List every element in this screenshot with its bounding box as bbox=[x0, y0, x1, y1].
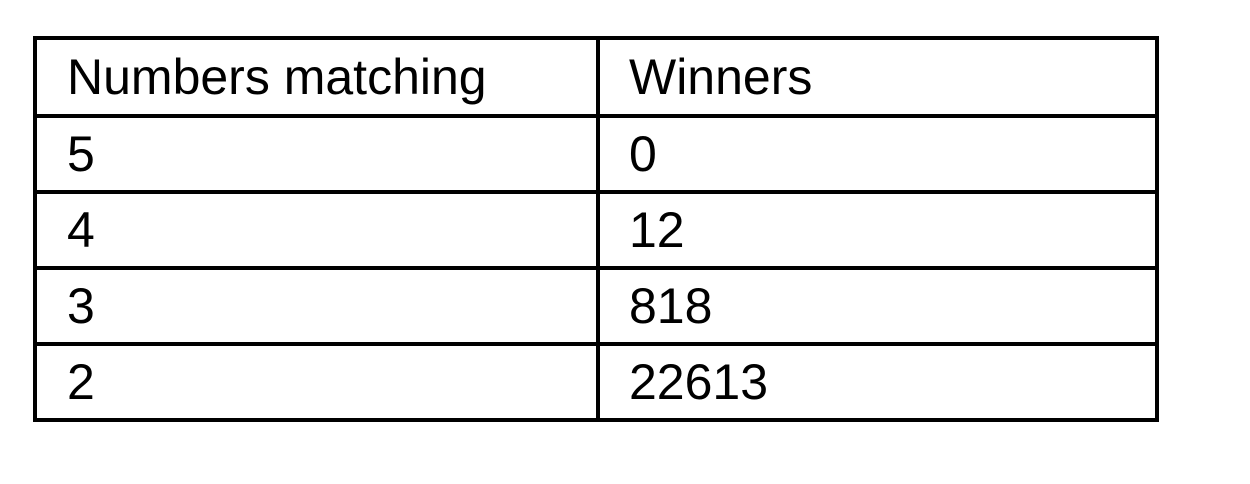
numbers-matching-cell: 5 bbox=[33, 114, 600, 194]
table-row: 5 0 bbox=[33, 114, 1159, 194]
table-row: 3 818 bbox=[33, 266, 1159, 346]
numbers-matching-cell: 3 bbox=[33, 266, 600, 346]
winners-cell: 12 bbox=[596, 190, 1159, 270]
column-header-numbers-matching: Numbers matching bbox=[33, 36, 600, 118]
numbers-matching-cell: 4 bbox=[33, 190, 600, 270]
winners-cell: 22613 bbox=[596, 342, 1159, 422]
table-row: 4 12 bbox=[33, 190, 1159, 270]
winners-cell: 818 bbox=[596, 266, 1159, 346]
column-header-winners: Winners bbox=[596, 36, 1159, 118]
numbers-matching-cell: 2 bbox=[33, 342, 600, 422]
winners-table-container: Numbers matching Winners 5 0 4 12 3 818 … bbox=[33, 36, 1159, 422]
table-header-row: Numbers matching Winners bbox=[33, 36, 1159, 118]
winners-table: Numbers matching Winners 5 0 4 12 3 818 … bbox=[33, 36, 1159, 422]
winners-cell: 0 bbox=[596, 114, 1159, 194]
table-row: 2 22613 bbox=[33, 342, 1159, 422]
